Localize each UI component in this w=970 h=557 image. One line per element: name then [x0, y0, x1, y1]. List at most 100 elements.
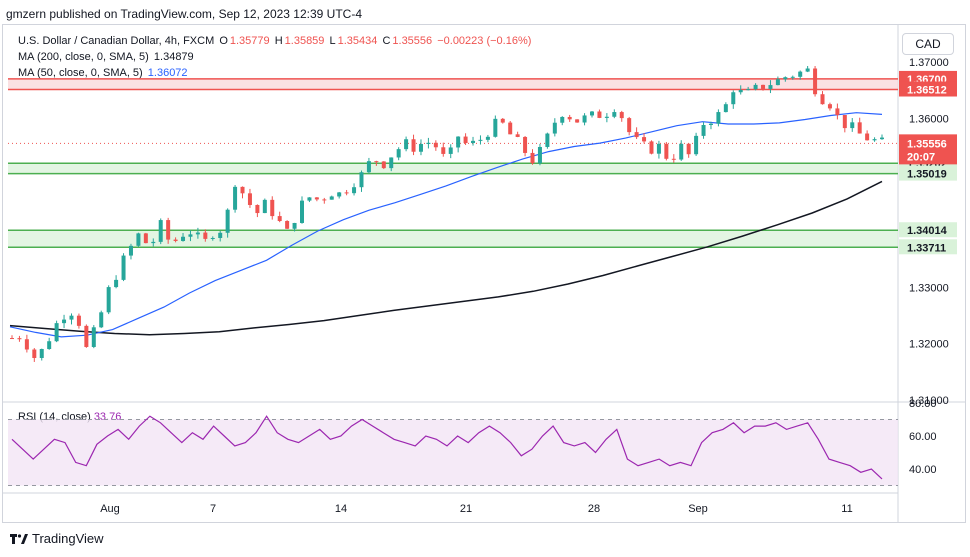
candle: [10, 335, 14, 340]
candle-body: [418, 143, 423, 152]
candle: [537, 143, 542, 166]
candle: [344, 189, 349, 196]
candle-body: [612, 112, 617, 117]
candle: [247, 188, 252, 208]
candle: [671, 154, 676, 163]
candle: [374, 160, 379, 166]
candle: [411, 134, 416, 156]
candle-body: [270, 199, 275, 217]
candle-body: [575, 119, 580, 123]
candle-body: [426, 142, 431, 144]
candle: [523, 136, 528, 157]
candle: [76, 313, 81, 329]
time-tick-label: 28: [588, 503, 600, 515]
candle: [880, 134, 884, 140]
candle: [552, 118, 557, 137]
candle-body: [24, 339, 29, 350]
candle: [627, 116, 632, 136]
candle-body: [322, 199, 327, 201]
candle: [181, 232, 186, 242]
candle-body: [247, 193, 252, 205]
candle-body: [798, 71, 803, 77]
legend-ma200-row[interactable]: MA (200, close, 0, SMA, 5) 1.34879: [18, 51, 196, 63]
candle: [835, 103, 840, 120]
candle-body: [701, 125, 706, 136]
candle-body: [523, 136, 528, 153]
zone-resistance: [8, 78, 898, 90]
candle-body: [842, 115, 847, 129]
candle: [850, 118, 855, 132]
candle: [634, 127, 639, 140]
candle: [91, 325, 96, 349]
candle: [233, 185, 238, 213]
zone-support-2-lower-badge-bg: [899, 239, 957, 255]
candle: [575, 119, 580, 123]
rsi-tick-label: 60.00: [909, 431, 937, 443]
candle: [545, 132, 550, 149]
ohlc-high-label: H: [274, 35, 283, 47]
candle-body: [448, 147, 453, 154]
candle-body: [76, 315, 81, 326]
candle: [210, 236, 215, 241]
candle: [314, 197, 319, 202]
candle: [322, 197, 327, 204]
candle-body: [158, 220, 163, 242]
zone-support-1-lower-badge: 1.35019: [907, 169, 947, 181]
ohlc-high: 1.35859: [284, 35, 325, 47]
symbol-name: U.S. Dollar / Canadian Dollar, 4h, FXCM: [18, 35, 215, 47]
candle-body: [240, 186, 245, 194]
candle-body: [396, 149, 401, 158]
candle: [686, 143, 691, 158]
candle: [478, 135, 483, 145]
time-tick-label: 11: [841, 503, 852, 515]
candle: [872, 137, 877, 142]
candle-body: [471, 140, 476, 144]
candle-body: [768, 85, 773, 89]
candle-body: [850, 122, 855, 129]
candle: [783, 76, 788, 82]
candle-body: [508, 122, 513, 135]
candle: [441, 142, 446, 157]
price-tick-label: 1.33000: [909, 282, 949, 294]
candle-body: [218, 232, 223, 238]
candle-body: [456, 136, 461, 148]
candle: [255, 204, 260, 218]
candle: [500, 117, 505, 124]
currency-button[interactable]: CAD: [902, 33, 954, 55]
candle: [738, 85, 743, 95]
candle: [448, 144, 453, 159]
candle: [471, 136, 476, 146]
candle: [694, 132, 699, 156]
candle-body: [515, 134, 520, 137]
candle-body: [54, 323, 59, 342]
legend-ma50-row[interactable]: MA (50, close, 0, SMA, 5) 1.36072: [18, 67, 190, 79]
candles: [10, 66, 884, 362]
candle-body: [84, 325, 89, 347]
candle-body: [106, 287, 111, 313]
candle-body: [366, 161, 371, 173]
candle-body: [277, 216, 282, 222]
candle-body: [723, 104, 728, 113]
candle-body: [188, 234, 193, 237]
candle: [329, 195, 334, 200]
candle: [359, 170, 364, 192]
candle-body: [493, 118, 498, 137]
candle-body: [827, 104, 832, 109]
candle-body: [374, 161, 379, 163]
candle: [366, 157, 371, 174]
candle: [47, 337, 52, 350]
legend-symbol-row[interactable]: U.S. Dollar / Canadian Dollar, 4h, FXCM …: [18, 35, 533, 47]
candle-body: [686, 143, 691, 155]
zone-support-2-upper-badge: 1.34014: [907, 225, 948, 237]
candle-body: [173, 239, 178, 241]
candle-body: [47, 341, 52, 350]
candle: [300, 196, 304, 224]
candle: [203, 229, 208, 242]
candle-body: [582, 115, 587, 123]
ohlc-close: 1.35556: [392, 35, 433, 47]
candle: [746, 86, 751, 91]
candle-body: [619, 112, 624, 119]
candle: [612, 109, 617, 119]
candle: [865, 130, 870, 141]
